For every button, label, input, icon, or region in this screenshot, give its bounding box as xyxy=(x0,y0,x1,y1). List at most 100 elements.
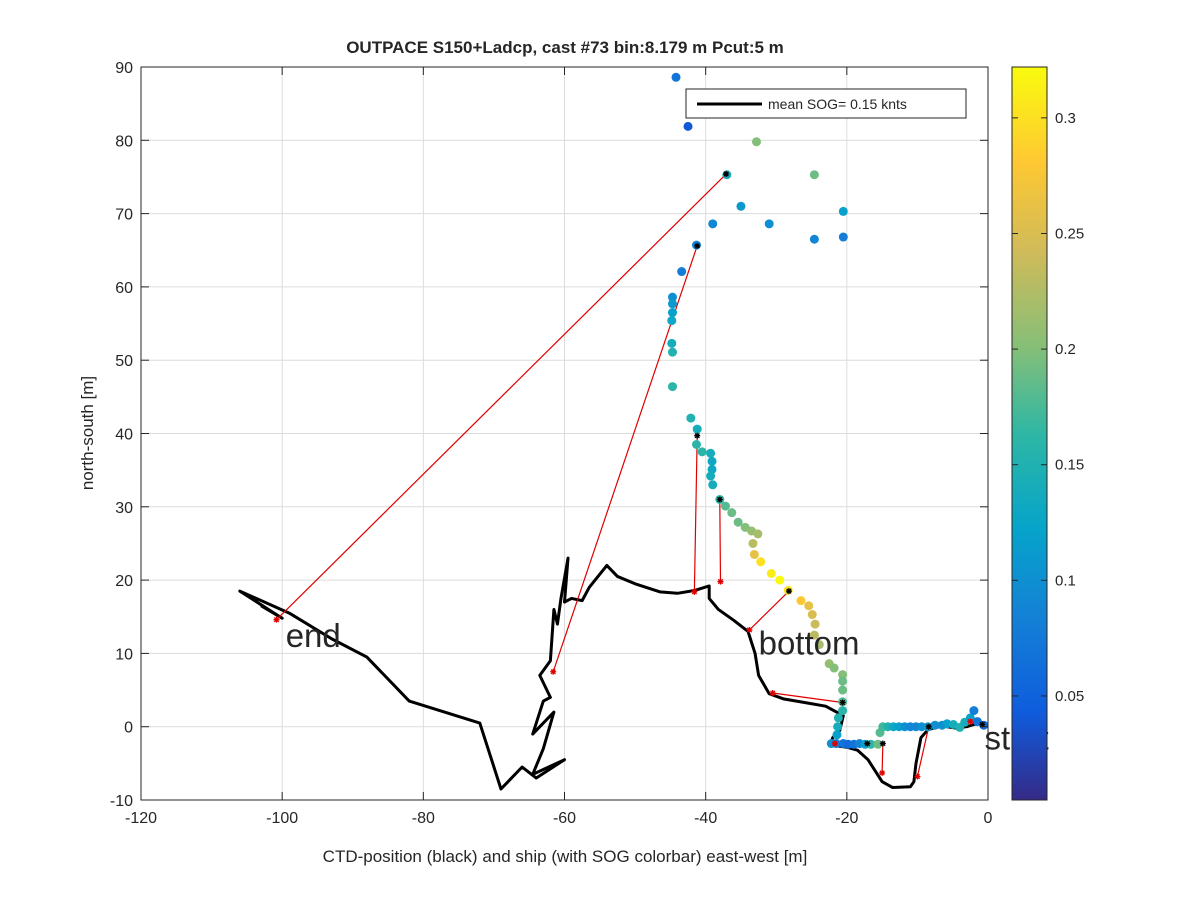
ship-point xyxy=(692,424,702,434)
ship-point xyxy=(756,557,766,567)
ship-point xyxy=(833,722,843,732)
chart-title: OUTPACE S150+Ladcp, cast #73 bin:8.179 m… xyxy=(346,38,784,57)
ctd-star-marker xyxy=(716,496,723,503)
ship-star-marker xyxy=(717,578,724,585)
colorbar-tick-label: 0.3 xyxy=(1055,110,1076,127)
ship-point xyxy=(829,663,839,673)
ship-point xyxy=(809,234,819,244)
colorbar-tick-label: 0.2 xyxy=(1055,341,1076,358)
ship-point xyxy=(832,730,842,740)
ship-point xyxy=(764,219,774,229)
ship-point xyxy=(838,706,848,716)
ship-point xyxy=(671,72,681,82)
ship-point xyxy=(667,316,677,326)
y-tick-label: 40 xyxy=(115,427,133,444)
ctd-star-marker xyxy=(864,740,871,747)
x-tick-label: -60 xyxy=(553,810,576,827)
ship-point xyxy=(697,447,707,457)
ship-point xyxy=(748,538,758,548)
ship-star-marker xyxy=(550,668,557,675)
ship-point xyxy=(733,517,743,527)
ship-point xyxy=(720,501,730,511)
ship-point xyxy=(708,480,718,490)
ship-point xyxy=(873,739,883,749)
y-tick-label: 70 xyxy=(115,207,133,224)
ctd-track xyxy=(238,556,988,791)
annotation-end: end xyxy=(286,617,341,654)
ship-star-marker xyxy=(967,718,974,725)
ctd-star-marker xyxy=(839,699,846,706)
y-tick-label: 30 xyxy=(115,500,133,517)
ship-point xyxy=(667,347,677,357)
y-tick-label: 20 xyxy=(115,573,133,590)
ship-point xyxy=(667,292,677,302)
x-tick-label: 0 xyxy=(984,810,993,827)
grid-lines xyxy=(141,67,988,800)
legend-box xyxy=(685,88,967,119)
y-tick-label: 80 xyxy=(115,133,133,150)
ship-point xyxy=(775,575,785,585)
ctd-star-marker xyxy=(979,721,986,728)
y-axis-label: north-south [m] xyxy=(78,376,97,490)
y-tick-label: 90 xyxy=(115,60,133,77)
y-tick-label: 60 xyxy=(115,280,133,297)
ship-star-marker xyxy=(879,769,886,776)
annotation-bottom: bottom xyxy=(759,624,860,661)
y-tick-label: 10 xyxy=(115,646,133,663)
ship-point xyxy=(691,439,701,449)
ship-point xyxy=(667,382,677,392)
ship-point xyxy=(707,456,717,466)
ship-point xyxy=(683,121,693,131)
ship-star-marker xyxy=(914,773,921,780)
ship-point xyxy=(753,529,763,539)
ship-point xyxy=(809,630,819,640)
ship-point xyxy=(706,448,716,458)
ship-point xyxy=(804,601,814,611)
ship-positions xyxy=(667,72,988,749)
x-tick-label: -40 xyxy=(694,810,717,827)
ship-ctd-connection xyxy=(881,743,884,773)
ship-point xyxy=(667,338,677,348)
ship-ctd-connection xyxy=(276,173,727,621)
colorbar-tick-label: 0.15 xyxy=(1055,457,1084,474)
ship-point xyxy=(917,722,927,732)
colorbar-tick-label: 0.25 xyxy=(1055,225,1084,242)
x-tick-label: -100 xyxy=(266,810,298,827)
ship-point xyxy=(969,706,979,716)
ship-point xyxy=(727,508,737,518)
ship-point xyxy=(807,610,817,620)
ship-point xyxy=(838,670,848,680)
ship-point xyxy=(686,413,696,423)
ctd-star-marker xyxy=(723,171,730,178)
legend: mean SOG= 0.15 knts xyxy=(685,88,967,119)
ship-point xyxy=(814,640,824,650)
ctd-star-marker xyxy=(785,588,792,595)
ship-point xyxy=(833,713,843,723)
ship-point xyxy=(838,676,848,686)
colorbar-tick-label: 0.1 xyxy=(1055,572,1076,589)
ship-ctd-connection xyxy=(719,499,722,582)
ship-ctd-connection xyxy=(693,435,698,592)
ctd-star-marker xyxy=(925,723,932,730)
y-tick-label: -10 xyxy=(110,793,133,810)
ship-point xyxy=(667,299,677,309)
ship-point xyxy=(838,232,848,242)
ship-point xyxy=(930,720,940,730)
ship-point xyxy=(838,685,848,695)
ctd-star-marker xyxy=(694,432,701,439)
colorbar xyxy=(1011,66,1048,801)
ship-ctd-connection xyxy=(916,726,930,777)
ship-point xyxy=(706,471,716,481)
ship-point xyxy=(667,308,677,318)
colorbar-tick-label: 0.05 xyxy=(1055,688,1084,705)
ship-point xyxy=(796,596,806,606)
x-tick-label: -120 xyxy=(125,810,157,827)
position-markers xyxy=(273,171,986,780)
ship-star-marker xyxy=(746,626,753,633)
ship-star-marker xyxy=(831,740,838,747)
ctd-star-marker xyxy=(879,740,886,747)
ship-point xyxy=(766,569,776,579)
ctd-track-line xyxy=(238,556,988,791)
x-tick-label: -20 xyxy=(835,810,858,827)
